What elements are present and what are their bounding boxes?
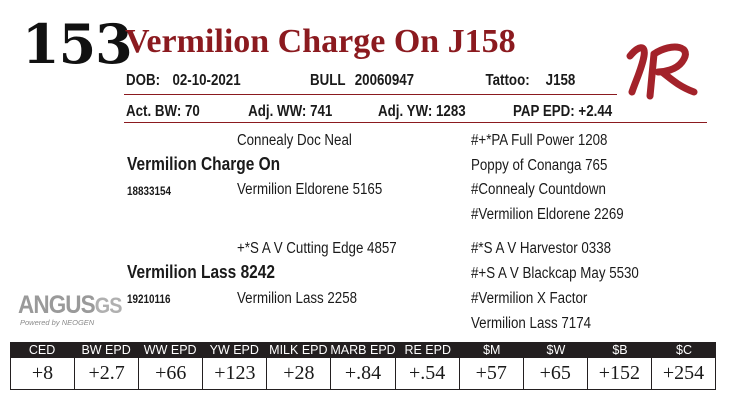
epd-value-cell: +152	[588, 358, 652, 389]
epd-value-cell: +65	[524, 358, 588, 389]
epd-value-cell: +123	[203, 358, 268, 389]
pedigree-dds: #Vermilion X Factor	[471, 290, 588, 307]
pedigree-ddd: Vermilion Lass 7174	[471, 315, 592, 332]
epd-value-cell: +57	[460, 358, 524, 389]
divider-line	[124, 122, 707, 123]
pedigree-sire-registration: 18833154	[127, 186, 172, 198]
pedigree-dam-sire: +*S A V Cutting Edge 4857	[237, 240, 397, 257]
lot-number: 153	[22, 12, 133, 76]
epd-header-cell: WW EPD	[143, 343, 197, 357]
adjusted-yearling-weight: Adj. YW: 1283	[377, 103, 466, 120]
angus-logo-suffix: GS	[94, 293, 123, 318]
angus-logo-main: ANGUS	[18, 291, 96, 319]
angus-logo-subtitle: Powered by NEOGEN	[20, 318, 95, 327]
ranch-brand-logo	[626, 43, 698, 100]
epd-header-cell: MARB EPD	[330, 343, 396, 357]
pedigree-dam-dam: Vermilion Lass 2258	[237, 290, 358, 307]
actual-birth-weight: Act. BW: 70	[126, 103, 200, 120]
sex-value: BULL	[310, 72, 346, 89]
pedigree-ssd: Poppy of Conanga 765	[471, 157, 608, 174]
epd-header-cell: $M	[483, 343, 501, 357]
pedigree-dss: #*S A V Harvestor 0338	[471, 240, 612, 257]
pedigree-sire-dam: Vermilion Eldorene 5165	[237, 181, 383, 198]
epd-value-cell: +2.7	[75, 358, 140, 389]
pedigree-sire-sire: Connealy Doc Neal	[237, 132, 352, 149]
pedigree-dam: Vermilion Lass 8242	[127, 262, 276, 282]
pedigree-dam-registration: 19210116	[127, 294, 171, 306]
epd-header-row: CED BW EPD WW EPD YW EPD MILK EPD MARB EPD RE …	[10, 342, 716, 358]
epd-header-cell: $C	[676, 343, 693, 357]
epd-header-cell: $B	[612, 343, 628, 357]
pedigree-sdd: #Vermilion Eldorene 2269	[471, 206, 624, 223]
epd-header-cell: YW EPD	[209, 343, 259, 357]
epd-value-cell: +.54	[396, 358, 460, 389]
epd-value-row: +8 +2.7 +66 +123 +28 +.84 +.54 +57 +65 +152 +254	[10, 358, 716, 390]
epd-table: CED BW EPD WW EPD YW EPD MILK EPD MARB EPD RE …	[10, 342, 716, 390]
epd-value-cell: +.84	[331, 358, 396, 389]
pap-epd: PAP EPD: +2.44	[513, 103, 613, 120]
epd-value-cell: +8	[11, 358, 76, 389]
epd-value-cell: +66	[139, 358, 204, 389]
tattoo-label: Tattoo:	[485, 72, 530, 89]
angus-gs-logo: ANGUSGS Powered by NEOGEN	[18, 292, 128, 334]
epd-header-cell: BW EPD	[81, 343, 131, 357]
epd-value-cell: +254	[662, 362, 705, 384]
epd-header-cell: $W	[546, 343, 566, 357]
epd-header-cell: MILK EPD	[269, 343, 328, 357]
epd-header-cell: CED	[28, 343, 56, 357]
angus-logo-text: ANGUSGS	[18, 292, 122, 319]
epd-header-cell: RE EPD	[404, 343, 451, 357]
tattoo-value: J158	[545, 72, 576, 89]
registration-number: 20060947	[354, 72, 415, 89]
animal-name: Vermilion Charge On J158	[125, 23, 516, 60]
pedigree-sss: #+*PA Full Power 1208	[471, 132, 608, 149]
dob-value: 02-10-2021	[172, 72, 241, 89]
adjusted-weaning-weight: Adj. WW: 741	[248, 103, 333, 120]
divider-line	[124, 94, 617, 95]
pedigree-sds: #Connealy Countdown	[471, 181, 606, 198]
pedigree-sire: Vermilion Charge On	[127, 154, 281, 174]
epd-value-cell: +28	[267, 358, 332, 389]
dob-label: DOB:	[126, 72, 161, 89]
pedigree-dsd: #+S A V Blackcap May 5530	[471, 265, 639, 282]
